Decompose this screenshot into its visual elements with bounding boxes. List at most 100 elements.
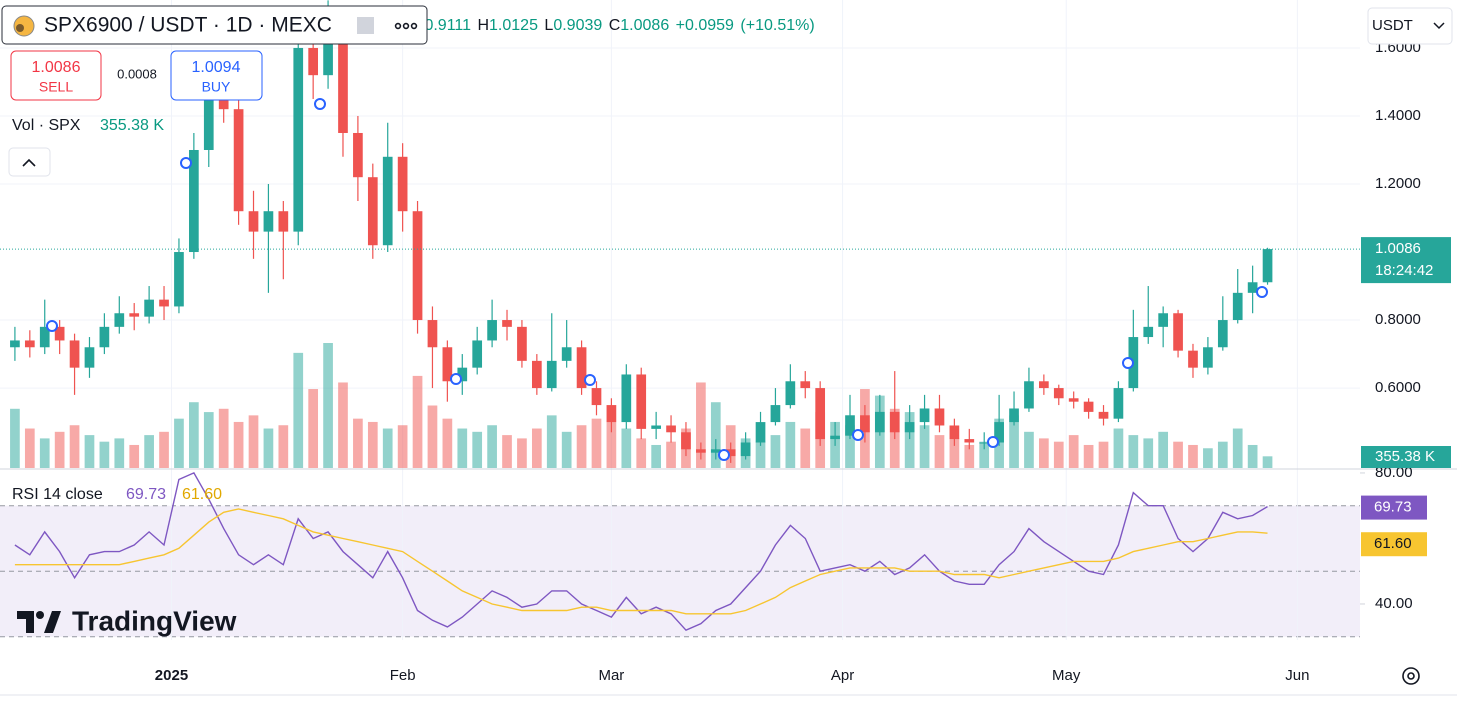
volume-bar xyxy=(666,441,676,468)
candle-body xyxy=(949,425,960,440)
volume-bar xyxy=(308,389,319,468)
sell-button[interactable] xyxy=(10,50,102,101)
volume-bar xyxy=(114,438,125,468)
ohlc-legend: O0.9111 H1.0125 L0.9039 C1.0086 +0.0959 … xyxy=(412,17,815,34)
candle-body xyxy=(24,340,35,348)
candle-body xyxy=(517,326,527,361)
currency-label: USDT xyxy=(1372,17,1413,34)
candle-body xyxy=(785,381,796,406)
candle-body xyxy=(1262,249,1273,283)
candle-body xyxy=(54,326,65,341)
candle-body xyxy=(725,449,736,457)
volume-bar xyxy=(651,444,661,468)
last-price-label: 1.0086 xyxy=(1375,240,1421,257)
candle-body xyxy=(800,381,811,389)
volume-bar xyxy=(412,375,423,468)
candle-body xyxy=(323,41,333,76)
event-marker[interactable] xyxy=(852,429,864,441)
volume-bar xyxy=(517,438,527,468)
candle-body xyxy=(591,388,602,406)
candle-body xyxy=(621,374,632,423)
volume-bar xyxy=(1247,444,1258,468)
volume-bar xyxy=(919,425,930,468)
volume-bar xyxy=(770,435,781,468)
volume-bar xyxy=(54,431,65,468)
event-marker[interactable] xyxy=(450,373,462,385)
volume-bar xyxy=(621,428,632,468)
ohlc-value: 1.0086 xyxy=(620,17,669,34)
symbol-icon xyxy=(16,24,24,32)
volume-bar xyxy=(1039,438,1049,468)
event-marker[interactable] xyxy=(584,374,596,386)
candle-body xyxy=(979,442,990,444)
candle-body xyxy=(860,415,870,433)
candle-body xyxy=(830,435,840,440)
volume-bar xyxy=(442,418,453,468)
event-marker[interactable] xyxy=(314,98,326,110)
candle-body xyxy=(427,320,438,348)
volume-bar xyxy=(531,428,542,468)
rsi-tick-label: 40.00 xyxy=(1375,595,1413,612)
candle-body xyxy=(904,422,915,433)
event-marker[interactable] xyxy=(1256,286,1268,298)
candle-body xyxy=(338,41,348,133)
candle-body xyxy=(696,449,706,453)
rsi-tag-label: 61.60 xyxy=(1374,535,1412,552)
rsi-legend: RSI 14 close xyxy=(12,486,103,503)
candle-body xyxy=(397,156,408,212)
sell-price: 1.0086 xyxy=(32,59,81,76)
candle-body xyxy=(502,320,512,327)
spread: 0.0008 xyxy=(117,66,157,81)
candle-body xyxy=(174,252,184,307)
buy-price: 1.0094 xyxy=(192,59,241,76)
volume-bar xyxy=(144,435,154,468)
volume-bar xyxy=(338,382,348,468)
volume-bar xyxy=(84,435,95,468)
volume-tag-label: 355.38 K xyxy=(1375,448,1435,465)
buy-button[interactable] xyxy=(170,50,263,101)
event-marker[interactable] xyxy=(718,449,730,461)
candle-body xyxy=(99,326,110,348)
candle-body xyxy=(874,411,885,433)
volume-bar xyxy=(367,421,378,468)
currency-dropdown[interactable] xyxy=(1367,7,1453,45)
more-icon[interactable] xyxy=(394,22,418,30)
rsi-legend-value: 69.73 xyxy=(126,486,166,503)
candle-body xyxy=(1173,313,1183,351)
event-markers[interactable] xyxy=(46,98,1268,461)
candle-body xyxy=(129,313,140,317)
candle-body xyxy=(1068,398,1079,402)
volume-bar xyxy=(1098,441,1109,468)
chevron-up xyxy=(22,158,36,167)
volume-bar xyxy=(174,418,184,468)
event-marker[interactable] xyxy=(987,436,999,448)
volume-bar xyxy=(189,402,199,468)
candle-body xyxy=(293,47,304,232)
candle-body xyxy=(815,388,826,440)
symbol-title: SPX6900 / USDT · 1D · MEXC xyxy=(44,14,332,37)
ohlc-value: 0.9039 xyxy=(553,17,602,34)
volume-bar xyxy=(457,428,468,468)
volume-bar xyxy=(1068,435,1079,468)
candle-body xyxy=(1098,411,1109,419)
volume-bar xyxy=(979,441,990,468)
volume-legend: Vol · SPX xyxy=(12,117,81,134)
volume-bar xyxy=(949,438,960,468)
candle-body xyxy=(755,422,766,443)
candle-body xyxy=(278,211,289,232)
flag-icon[interactable] xyxy=(357,17,374,34)
event-marker[interactable] xyxy=(180,157,192,169)
settings-icon[interactable] xyxy=(1402,667,1420,685)
candle-body xyxy=(994,422,1004,443)
candle-body xyxy=(1083,401,1094,412)
candle-body xyxy=(1203,347,1213,368)
candle-body xyxy=(203,81,214,150)
candle-body xyxy=(353,132,363,178)
event-marker[interactable] xyxy=(46,320,58,332)
event-marker[interactable] xyxy=(1122,357,1134,369)
collapse-button[interactable] xyxy=(8,147,51,177)
candle-body xyxy=(606,405,617,423)
symbol-box[interactable] xyxy=(1,5,428,45)
candle-body xyxy=(144,299,154,317)
rsi-tag xyxy=(1361,532,1427,557)
